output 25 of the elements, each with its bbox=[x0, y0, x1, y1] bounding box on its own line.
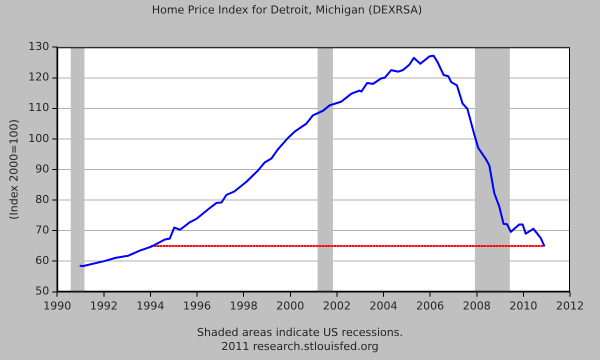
y-tick-label: 70 bbox=[35, 224, 50, 237]
x-tick-label: 1990 bbox=[43, 299, 72, 312]
x-tick-label: 1992 bbox=[90, 299, 118, 312]
y-tick-label: 110 bbox=[28, 101, 50, 114]
x-tick-label: 1998 bbox=[230, 299, 258, 312]
y-tick-label: 100 bbox=[28, 132, 50, 145]
y-tick-label: 60 bbox=[35, 254, 50, 268]
text: Shaded areas indicate US recessions. bbox=[196, 326, 404, 340]
x-tick-label: 2006 bbox=[416, 299, 444, 312]
x-tick-label: 2004 bbox=[370, 299, 398, 312]
y-tick-label: 120 bbox=[28, 70, 50, 84]
x-tick-label: 2002 bbox=[322, 299, 351, 312]
x-tick-label: 2012 bbox=[556, 299, 584, 312]
x-tick-label: 2008 bbox=[462, 299, 491, 312]
x-tick-label: 2010 bbox=[509, 299, 538, 312]
y-tick-label: 50 bbox=[35, 284, 50, 298]
chart-title: Home Price Index for Detroit, Michigan (DEXRSA) bbox=[152, 3, 422, 16]
y-tick-label: 80 bbox=[35, 192, 50, 206]
x-tick-label: 2000 bbox=[276, 299, 304, 312]
y-axis-title: (Index 2000=100) bbox=[7, 119, 20, 220]
text: 2011 research.stlouisfed.org bbox=[220, 340, 380, 354]
x-tick-label: 1994 bbox=[136, 299, 164, 312]
y-tick-label: 130 bbox=[28, 40, 50, 54]
x-tick-label: 1996 bbox=[183, 299, 212, 312]
y-tick-label: 90 bbox=[35, 162, 50, 176]
